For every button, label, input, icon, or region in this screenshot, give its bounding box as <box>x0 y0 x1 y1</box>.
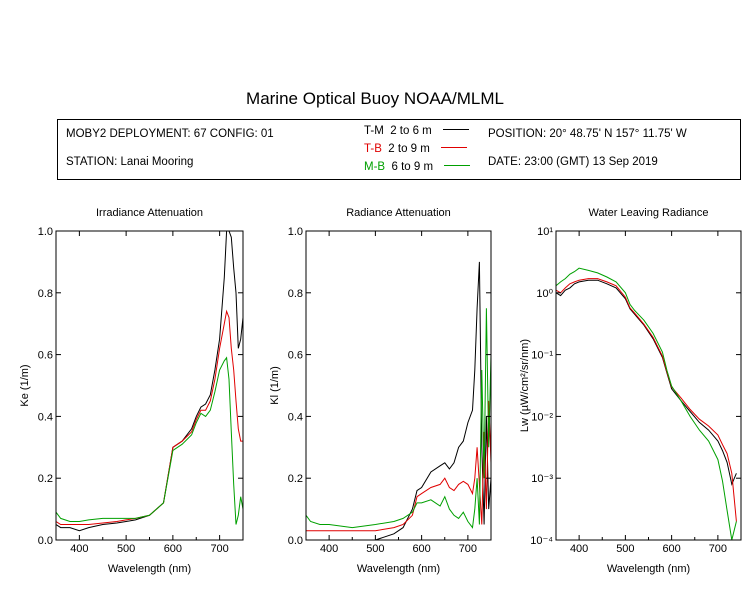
plot-frame <box>555 230 742 541</box>
y-tick-label: 0.0 <box>38 535 53 547</box>
y-tick-label: 0.4 <box>288 411 303 423</box>
series-line-t-b <box>56 309 243 525</box>
legend-entry-m-b: M-B 6 to 9 m <box>364 161 471 173</box>
x-tick-label: 400 <box>320 543 338 555</box>
y-tick-label: 0.2 <box>288 473 303 485</box>
x-tick-label: 700 <box>210 543 228 555</box>
deployment-info: MOBY2 DEPLOYMENT: 67 CONFIG: 01 <box>66 128 274 140</box>
x-tick-label: 400 <box>570 543 588 555</box>
legend-entry-t-m: T-M 2 to 6 m <box>364 125 469 137</box>
plot-frame <box>55 230 244 541</box>
x-axis-label: Wavelength (nm) <box>108 563 191 575</box>
x-tick-label: 500 <box>366 543 384 555</box>
series-line-t-b <box>306 400 491 532</box>
y-axis-label: Ke (1/m) <box>19 364 31 406</box>
legend-range: 2 to 6 m <box>390 125 432 137</box>
y-tick-label: 10⁻² <box>531 411 553 423</box>
series-line-m-b <box>56 356 243 525</box>
plot-frame <box>305 230 492 541</box>
y-tick-label: 10⁻⁴ <box>530 535 553 547</box>
y-tick-label: 0.0 <box>288 535 303 547</box>
legend-line <box>441 147 468 149</box>
y-tick-label: 0.6 <box>38 350 53 362</box>
x-axis-label: Wavelength (nm) <box>357 563 440 575</box>
y-axis-label: Lw (µW/cm²/sr/nm) <box>519 339 531 432</box>
x-axis-label: Wavelength (nm) <box>607 563 690 575</box>
chart-title: Irradiance Attenuation <box>96 207 203 219</box>
y-tick-label: 0.6 <box>288 350 303 362</box>
x-tick-label: 600 <box>164 543 182 555</box>
y-tick-label: 10¹ <box>537 226 553 238</box>
date-info: DATE: 23:00 (GMT) 13 Sep 2019 <box>488 156 658 168</box>
y-tick-label: 0.8 <box>288 288 303 300</box>
position-info: POSITION: 20° 48.75' N 157° 11.75' W <box>488 128 687 140</box>
y-tick-label: 10⁰ <box>536 288 553 300</box>
chart-title: Water Leaving Radiance <box>588 207 708 219</box>
x-tick-label: 400 <box>70 543 88 555</box>
series-line-m-b <box>556 267 737 540</box>
legend-label: T-B <box>364 143 382 155</box>
y-tick-label: 0.4 <box>38 411 53 423</box>
y-axis-label: Kl (1/m) <box>269 366 281 405</box>
y-tick-label: 10⁻³ <box>531 473 553 485</box>
legend-entry-t-b: T-B 2 to 9 m <box>364 143 468 155</box>
info-box: MOBY2 DEPLOYMENT: 67 CONFIG: 01 STATION:… <box>57 119 741 180</box>
y-tick-label: 0.8 <box>38 288 53 300</box>
x-tick-label: 500 <box>616 543 634 555</box>
y-tick-label: 1.0 <box>38 226 53 238</box>
x-tick-label: 600 <box>662 543 680 555</box>
station-info: STATION: Lanai Mooring <box>66 156 194 168</box>
main-title: Marine Optical Buoy NOAA/MLML <box>246 89 504 108</box>
series-line-t-m <box>56 231 243 532</box>
legend-range: 2 to 9 m <box>388 143 430 155</box>
x-tick-label: 700 <box>709 543 727 555</box>
y-tick-label: 0.2 <box>38 473 53 485</box>
legend-line <box>442 129 469 131</box>
legend-range: 6 to 9 m <box>391 161 434 173</box>
x-tick-label: 700 <box>459 543 477 555</box>
y-tick-label: 1.0 <box>288 226 303 238</box>
legend-label: M-B <box>364 161 386 173</box>
x-tick-label: 500 <box>117 543 135 555</box>
legend-line <box>444 165 471 167</box>
series-line-t-b <box>556 278 737 522</box>
x-tick-label: 600 <box>412 543 430 555</box>
y-tick-label: 10⁻¹ <box>531 350 553 362</box>
legend-label: T-M <box>364 125 384 137</box>
chart-title: Radiance Attenuation <box>346 207 451 219</box>
series-line-t-m <box>556 279 737 486</box>
series-line-m-b <box>306 308 491 529</box>
series-line-t-m <box>306 261 491 540</box>
